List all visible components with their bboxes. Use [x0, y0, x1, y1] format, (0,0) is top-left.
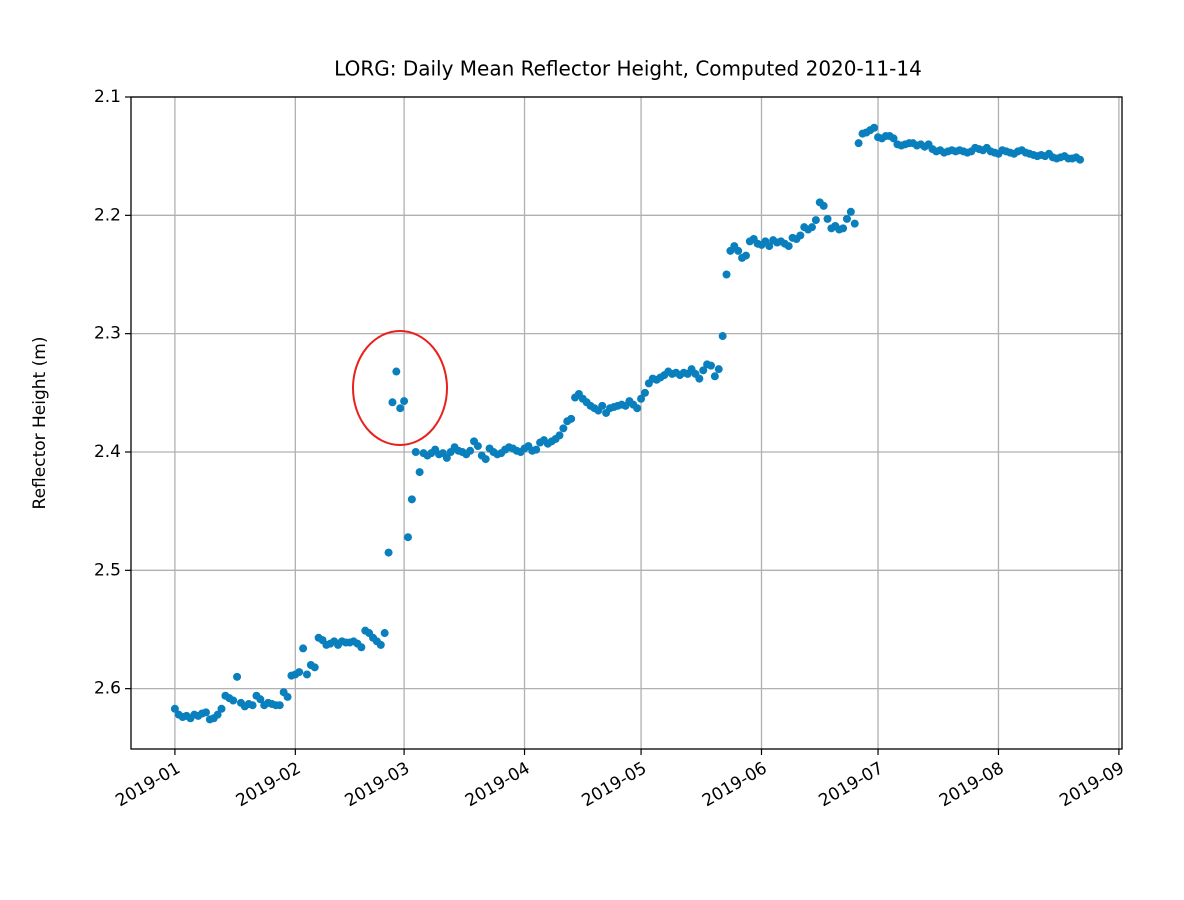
- data-point: [275, 701, 284, 710]
- data-point: [407, 495, 416, 504]
- marks-layer: [170, 123, 1085, 724]
- data-point: [807, 223, 816, 232]
- data-point: [567, 414, 576, 423]
- data-point: [302, 670, 311, 679]
- data-point: [811, 216, 820, 225]
- plot-frame: [130, 96, 1123, 750]
- data-point: [741, 251, 750, 260]
- data-point: [473, 442, 482, 451]
- data-point: [295, 668, 304, 677]
- data-point: [376, 640, 385, 649]
- data-point: [706, 361, 715, 370]
- data-point: [248, 701, 257, 710]
- data-point: [481, 455, 490, 464]
- data-point: [842, 214, 851, 223]
- data-point: [734, 246, 743, 255]
- data-point: [213, 710, 222, 719]
- y-tick-label: 2.2: [94, 205, 121, 225]
- data-point: [310, 663, 319, 672]
- data-point: [357, 643, 366, 652]
- data-point: [380, 629, 389, 638]
- data-point: [819, 201, 828, 210]
- data-point: [559, 424, 568, 433]
- data-point: [710, 372, 719, 381]
- data-point: [714, 365, 723, 374]
- data-point: [823, 214, 832, 223]
- data-point: [532, 445, 541, 454]
- data-point: [850, 219, 859, 228]
- data-point: [396, 404, 405, 413]
- data-point: [1076, 155, 1085, 164]
- data-point: [598, 401, 607, 410]
- data-point: [637, 394, 646, 403]
- data-point: [695, 374, 704, 383]
- data-point: [217, 704, 226, 713]
- data-point: [400, 397, 409, 406]
- data-point: [555, 431, 564, 440]
- y-tick-label: 2.5: [94, 560, 121, 580]
- data-point: [699, 366, 708, 375]
- data-point: [633, 404, 642, 413]
- highlight-ellipse: [352, 330, 448, 446]
- data-point: [796, 231, 805, 240]
- data-point: [784, 242, 793, 251]
- data-point: [640, 388, 649, 397]
- y-axis-label: Reflector Height (m): [30, 337, 50, 510]
- data-point: [411, 447, 420, 456]
- data-point: [392, 367, 401, 376]
- data-point: [256, 695, 265, 704]
- data-point: [889, 134, 898, 143]
- data-point: [299, 644, 308, 653]
- y-tick-label: 2.3: [94, 324, 121, 344]
- data-point: [388, 398, 397, 407]
- y-tick-label: 2.6: [94, 679, 121, 699]
- data-point: [229, 696, 238, 705]
- grid-layer: [131, 96, 1122, 749]
- data-point: [870, 123, 879, 132]
- data-point: [415, 468, 424, 477]
- data-point: [765, 242, 774, 251]
- data-point: [384, 548, 393, 557]
- data-point: [718, 332, 727, 341]
- data-point: [403, 533, 412, 542]
- y-tick-label: 2.4: [94, 442, 121, 462]
- data-point: [846, 207, 855, 216]
- data-point: [283, 692, 292, 701]
- data-point: [442, 453, 451, 462]
- data-point: [722, 270, 731, 279]
- chart-title: LORG: Daily Mean Reflector Height, Compu…: [334, 57, 922, 81]
- data-point: [170, 704, 179, 713]
- data-point: [854, 139, 863, 148]
- data-point: [839, 224, 848, 233]
- y-tick-label: 2.1: [94, 87, 121, 107]
- data-point: [233, 672, 242, 681]
- data-point: [201, 708, 210, 717]
- data-point: [466, 446, 475, 455]
